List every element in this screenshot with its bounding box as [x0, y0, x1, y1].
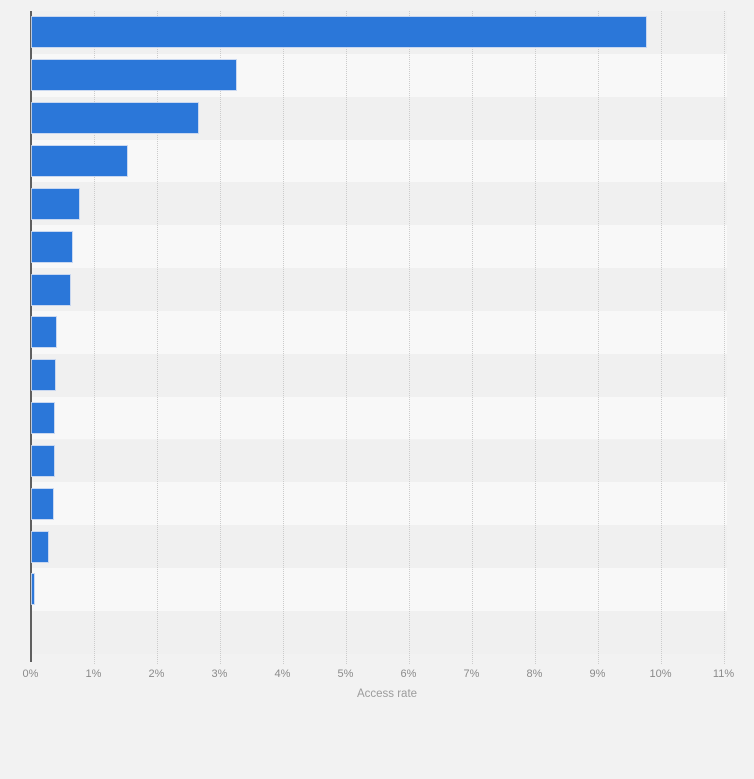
y-axis-line — [30, 11, 32, 662]
gridline — [219, 11, 221, 664]
x-tick-label: 11% — [712, 668, 735, 680]
row-stripe — [30, 439, 727, 483]
x-axis-title: Access rate — [356, 688, 418, 700]
row-stripe — [30, 525, 727, 569]
bar[interactable] — [30, 402, 56, 435]
x-tick-label: 1% — [85, 668, 102, 680]
row-stripe — [30, 182, 727, 226]
x-tick-label: 5% — [337, 668, 354, 680]
row-stripe — [30, 225, 727, 269]
gridline — [471, 11, 473, 664]
row-stripe — [30, 482, 727, 526]
row-stripe — [30, 396, 727, 440]
bar[interactable] — [30, 230, 74, 263]
bar[interactable] — [30, 187, 81, 220]
row-stripe — [30, 310, 727, 354]
gridline — [156, 11, 158, 664]
gridline — [723, 11, 725, 664]
gridline — [597, 11, 599, 664]
bar[interactable] — [30, 102, 200, 135]
x-tick-label: 4% — [274, 668, 291, 680]
gridline — [93, 11, 95, 664]
x-tick-label: 2% — [148, 668, 165, 680]
row-stripe — [30, 568, 727, 611]
bar[interactable] — [30, 144, 129, 177]
x-tick-label: 0% — [22, 668, 39, 680]
bar[interactable] — [30, 359, 56, 392]
x-tick-label: 6% — [400, 668, 417, 680]
bar[interactable] — [30, 530, 49, 563]
row-stripe — [30, 268, 727, 311]
row-stripe — [30, 610, 727, 654]
row-stripe — [30, 139, 727, 183]
bar[interactable] — [30, 16, 647, 49]
bar[interactable] — [30, 59, 238, 92]
gridline — [408, 11, 410, 664]
gridline — [282, 11, 284, 664]
gridline — [660, 11, 662, 664]
bar[interactable] — [30, 273, 71, 306]
gridline — [345, 11, 347, 664]
x-tick-label: 7% — [463, 668, 480, 680]
row-stripe — [30, 353, 727, 397]
bar[interactable] — [30, 573, 35, 606]
x-tick-label: 9% — [589, 668, 606, 680]
bar[interactable] — [30, 316, 58, 349]
gridline — [534, 11, 536, 664]
x-tick-label: 8% — [526, 668, 543, 680]
x-tick-label: 10% — [649, 668, 672, 680]
bar[interactable] — [30, 444, 55, 477]
bar[interactable] — [30, 487, 54, 520]
x-tick-label: 3% — [211, 668, 228, 680]
